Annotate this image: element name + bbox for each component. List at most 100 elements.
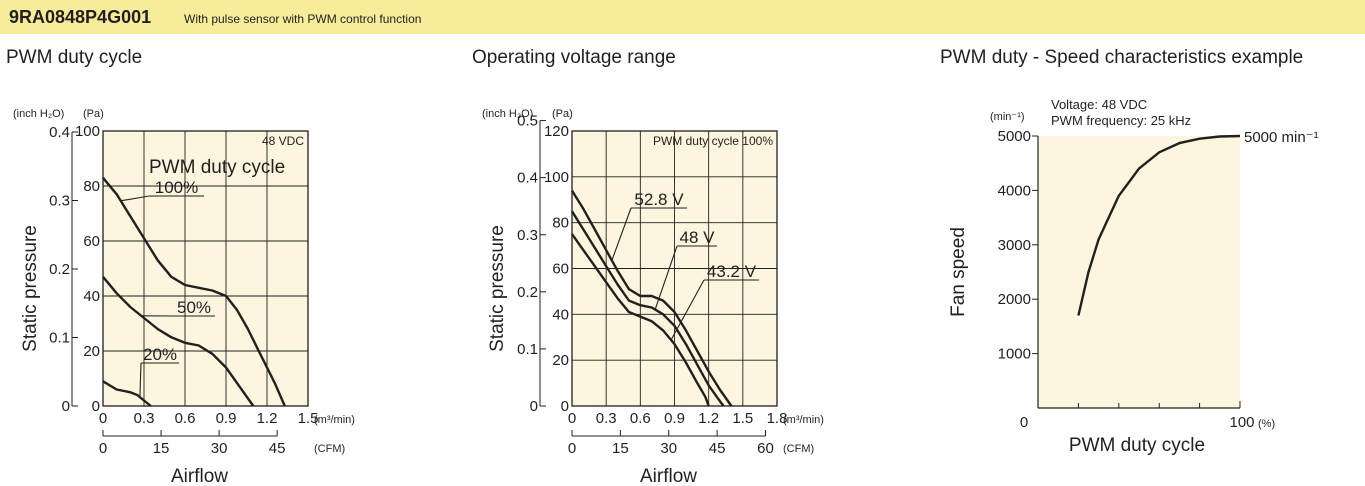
chart3-x-tick-label: 100 xyxy=(1229,414,1254,431)
chart1-y-tick-label: 80 xyxy=(83,178,100,195)
chart2-series-line xyxy=(570,189,733,407)
chart3-plot-area xyxy=(1038,136,1240,408)
chart1-label-leader xyxy=(120,195,150,202)
chart2-y-tick-label: 120 xyxy=(544,123,569,140)
chart1-y-axis-title: Static pressure xyxy=(20,225,41,352)
chart2-x-tick-label: 1.8 xyxy=(767,410,788,427)
chart2-x-tick-label: 0 xyxy=(568,410,576,427)
chart2-series-line xyxy=(570,210,725,407)
chart2-y-tick-label: 0 xyxy=(561,398,569,415)
chart1-x-tick-label: 0.6 xyxy=(175,410,196,427)
chart1-y2-tick-label: 0.3 xyxy=(49,193,70,210)
chart2-y-tick-label: 20 xyxy=(552,352,569,369)
chart1-y2-tick-label: 0.2 xyxy=(49,261,70,278)
chart2-x-tick-label: 1.2 xyxy=(698,410,719,427)
chart1-y-tick-label: 0 xyxy=(92,398,100,415)
chart1-y2-tick-label: 0 xyxy=(62,398,70,415)
chart3-end-label: 5000 min⁻¹ xyxy=(1244,129,1319,146)
chart3-y-tick-label: 4000 xyxy=(998,182,1031,199)
chart2-series-label: 52.8 V xyxy=(634,190,684,209)
chart2-x2-tick-label: 45 xyxy=(709,440,726,457)
chart2-y2-tick-label: 0.2 xyxy=(517,284,538,301)
chart1-x-tick-label: 0 xyxy=(99,410,107,427)
chart3-y-unit: (min⁻¹) xyxy=(990,111,1025,123)
chart1-series-line xyxy=(102,177,286,407)
chart2-x2-tick-label: 0 xyxy=(568,440,576,457)
chart1-y-tick-label: 40 xyxy=(83,288,100,305)
chart2-x-tick-label: 1.5 xyxy=(732,410,753,427)
chart2-y-tick-label: 80 xyxy=(552,215,569,232)
chart2-series-label: 43.2 V xyxy=(707,262,757,281)
model-number: 9RA0848P4G001 xyxy=(9,7,152,27)
chart3-y-axis-title: Fan speed xyxy=(948,227,969,317)
chart2-y-tick-label: 40 xyxy=(552,306,569,323)
chart1-y-tick-label: 100 xyxy=(75,123,100,140)
chart2-x2-tick-label: 30 xyxy=(660,440,677,457)
chart1-x-tick-label: 1.5 xyxy=(298,410,319,427)
chart1-x-tick-label: 0.9 xyxy=(216,410,237,427)
chart1-x2-tick-label: 30 xyxy=(211,440,228,457)
chart3-x-tick-label: 0 xyxy=(1020,414,1028,431)
chart1-y2-unit: (inch H₂O) xyxy=(13,108,64,120)
chart2-x-axis-title: Airflow xyxy=(640,466,697,486)
chart3-x-axis-title: PWM duty cycle xyxy=(1069,435,1205,456)
chart2-x-tick-label: 0.3 xyxy=(596,410,617,427)
product-description: With pulse sensor with PWM control funct… xyxy=(184,12,422,26)
chart2-y2-tick-label: 0 xyxy=(530,398,538,415)
chart2-condition-label: PWM duty cycle 100% xyxy=(653,134,773,148)
chart3-series-line xyxy=(1077,134,1241,316)
chart3-y-tick-label: 5000 xyxy=(998,128,1031,145)
chart2-y-axis-title: Static pressure xyxy=(487,225,508,352)
chart3-y-tick-label: 2000 xyxy=(998,291,1031,308)
chart2-x-tick-label: 0.6 xyxy=(630,410,651,427)
chart1-x-tick-label: 0.3 xyxy=(134,410,155,427)
chart1-series-label: 50% xyxy=(177,298,211,317)
chart1-x2-tick-label: 45 xyxy=(269,440,286,457)
chart1-series-label: 20% xyxy=(143,345,177,364)
chart1-series-line xyxy=(102,276,255,407)
chart1-series-label: 100% xyxy=(155,178,198,197)
chart1-x2-tick-label: 15 xyxy=(153,440,170,457)
chart2-y2-tick-label: 0.4 xyxy=(517,170,538,187)
chart2-y2-unit: (inch H₂O) xyxy=(482,108,533,120)
chart2-y-tick-label: 60 xyxy=(552,261,569,278)
chart2-label-leader xyxy=(670,279,705,341)
chart2-series-label: 48 V xyxy=(680,228,716,247)
chart1-x-axis-title: Airflow xyxy=(171,466,228,486)
chart1-y-tick-label: 60 xyxy=(83,233,100,250)
chart1-x-tick-label: 1.2 xyxy=(257,410,278,427)
chart2-title: Operating voltage range xyxy=(472,47,676,68)
chart2-series-line xyxy=(571,233,710,407)
chart1-legend-title: PWM duty cycle xyxy=(149,157,285,178)
chart1-y2-tick-label: 0.1 xyxy=(49,330,70,347)
chart1-y-unit: (Pa) xyxy=(83,108,104,120)
chart3-x-unit: (%) xyxy=(1258,418,1275,430)
chart1-x2-tick-label: 0 xyxy=(99,440,107,457)
chart1-x2-unit: (CFM) xyxy=(314,443,345,455)
chart2-x-tick-label: 0.9 xyxy=(664,410,685,427)
chart1-title: PWM duty cycle xyxy=(6,47,143,68)
chart2-label-leader xyxy=(611,207,632,261)
chart3-condition-voltage: Voltage: 48 VDC xyxy=(1051,97,1147,112)
chart1-plot-area xyxy=(102,130,309,407)
chart2-label-leader xyxy=(654,245,678,310)
chart1-y2-tick-label: 0.4 xyxy=(49,124,70,141)
chart2-y2-tick-label: 0.5 xyxy=(517,113,538,130)
chart2-x2-unit: (CFM) xyxy=(783,443,814,455)
chart2-x2-tick-label: 60 xyxy=(757,440,774,457)
chart2-x2-tick-label: 15 xyxy=(612,440,629,457)
chart3-y-tick-label: 1000 xyxy=(998,346,1031,363)
chart1-y-tick-label: 20 xyxy=(83,343,100,360)
chart2-x-unit: (m³/min) xyxy=(783,414,824,426)
chart1-series-line xyxy=(102,380,152,407)
chart3-condition-frequency: PWM frequency: 25 kHz xyxy=(1051,113,1191,128)
chart1-label-leader xyxy=(139,362,142,398)
chart1-x-unit: (m³/min) xyxy=(314,414,355,426)
chart2-y2-tick-label: 0.3 xyxy=(517,227,538,244)
chart3-y-tick-label: 3000 xyxy=(998,237,1031,254)
chart2-y-unit: (Pa) xyxy=(552,108,573,120)
chart2-y-tick-label: 100 xyxy=(544,169,569,186)
chart1-condition-label: 48 VDC xyxy=(262,134,304,148)
chart3-title: PWM duty - Speed characteristics example xyxy=(940,47,1304,68)
